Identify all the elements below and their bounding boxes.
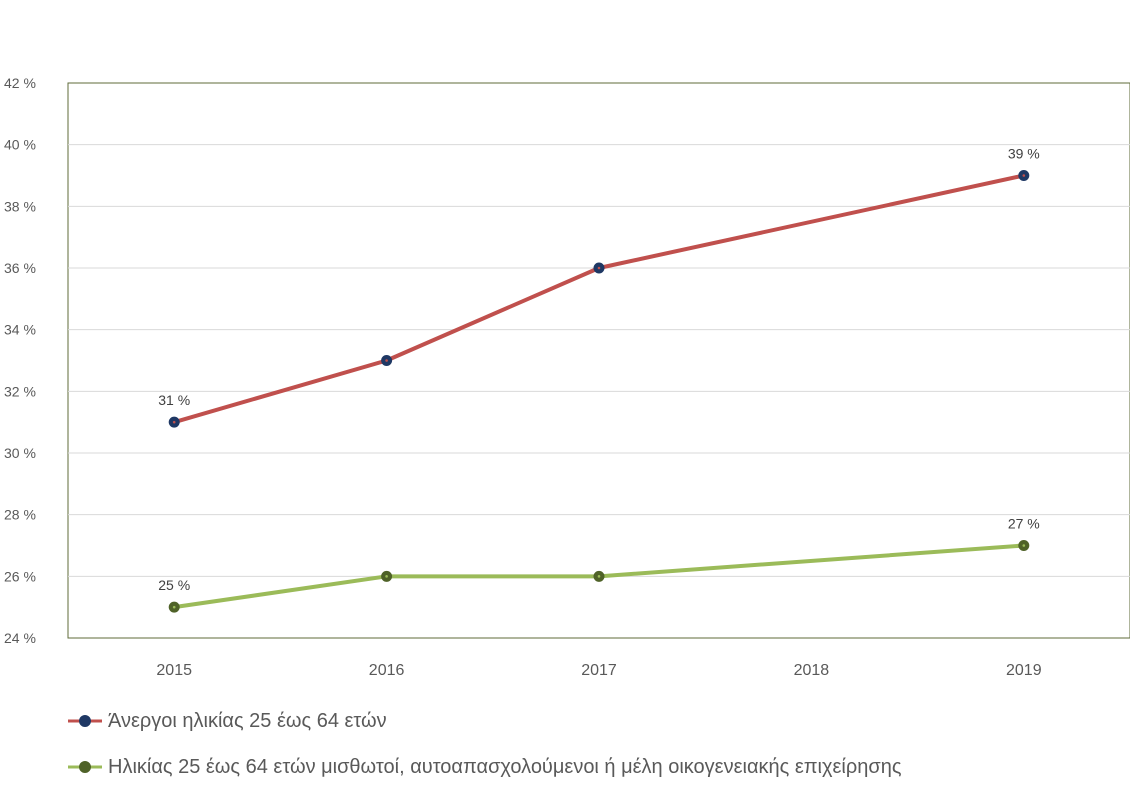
- data-label: 39 %: [1008, 146, 1040, 162]
- x-tick-label: 2017: [581, 662, 617, 679]
- data-labels: 31 % 39 % 25 % 27 %: [158, 146, 1040, 594]
- legend-label-employed: Ηλικίας 25 έως 64 ετών μισθωτοί, αυτοαπα…: [108, 755, 902, 778]
- y-tick-label: 40 %: [4, 137, 36, 153]
- series-layer: [168, 170, 1030, 613]
- data-label: 27 %: [1008, 516, 1040, 532]
- y-tick-label: 28 %: [4, 507, 36, 523]
- x-tick-label: 2019: [1006, 662, 1042, 679]
- y-tick-label: 38 %: [4, 198, 36, 214]
- legend: Άνεργοι ηλικίας 25 έως 64 ετών Ηλικίας 2…: [68, 706, 901, 798]
- data-point-center: [1022, 544, 1026, 547]
- legend-label-unemployed: Άνεργοι ηλικίας 25 έως 64 ετών: [108, 709, 387, 732]
- legend-item-employed[interactable]: Ηλικίας 25 έως 64 ετών μισθωτοί, αυτοαπα…: [68, 752, 901, 782]
- data-label: 31 %: [158, 392, 190, 408]
- data-point-center: [385, 575, 388, 578]
- data-label: 25 %: [158, 577, 190, 593]
- legend-item-unemployed[interactable]: Άνεργοι ηλικίας 25 έως 64 ετών: [68, 706, 901, 736]
- data-point-center: [172, 420, 176, 424]
- y-tick-label: 34 %: [4, 322, 36, 338]
- y-tick-label: 32 %: [4, 383, 36, 399]
- y-tick-label: 36 %: [4, 260, 36, 276]
- y-tick-label: 30 %: [4, 445, 36, 461]
- legend-swatch-employed: [68, 761, 102, 773]
- legend-marker-unemployed: [79, 715, 91, 727]
- y-axis: 24 % 26 % 28 % 30 % 32 % 34 % 36 % 38 % 40 % 42 %: [4, 75, 36, 646]
- series-line-0: [173, 173, 1025, 425]
- grid: [68, 144, 1130, 577]
- data-point-center: [1022, 174, 1026, 177]
- x-tick-label: 2016: [369, 662, 405, 679]
- legend-swatch-unemployed: [68, 715, 102, 727]
- x-tick-label: 2015: [156, 662, 192, 679]
- plot-border: [67, 82, 1130, 639]
- x-axis: 2015 2016 2017 2018 2019: [156, 662, 1041, 679]
- data-point-center: [597, 266, 601, 270]
- data-point-center: [172, 605, 176, 609]
- data-point-center: [385, 359, 388, 362]
- y-tick-label: 24 %: [4, 630, 36, 646]
- x-tick-label: 2018: [794, 662, 830, 679]
- series-line-1: [173, 543, 1024, 610]
- legend-marker-employed: [79, 761, 91, 773]
- data-point-center: [597, 575, 601, 578]
- y-tick-label: 26 %: [4, 568, 36, 584]
- y-tick-label: 42 %: [4, 75, 36, 91]
